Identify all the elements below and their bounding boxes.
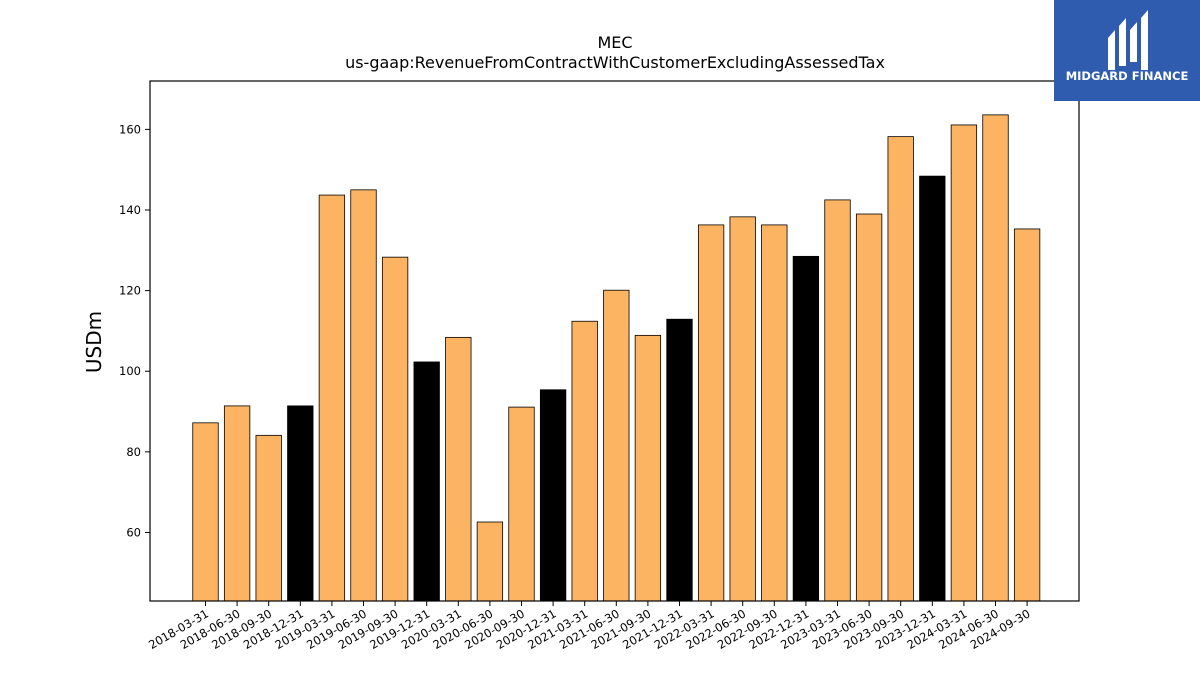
bar-2021-06-30 <box>603 289 630 602</box>
bar-2023-03-31 <box>824 199 851 602</box>
bar-2019-09-30 <box>381 256 409 602</box>
bar-2020-03-31 <box>445 336 472 602</box>
bar-2023-12-31 <box>919 175 946 602</box>
y-axis-label: USDm <box>82 311 106 373</box>
bar-2019-06-30 <box>350 189 377 602</box>
bar-2022-12-31 <box>792 255 820 602</box>
bar-2018-09-30 <box>255 434 282 602</box>
y-tick-label: 100 <box>119 364 141 378</box>
bar-2024-09-30 <box>1013 228 1041 602</box>
bar-2020-09-30 <box>508 406 535 602</box>
bar-2018-03-31 <box>192 422 219 602</box>
bar-2022-03-31 <box>697 224 725 602</box>
bar-2020-06-30 <box>476 521 504 602</box>
bar-2022-06-30 <box>729 216 756 602</box>
y-tick-label: 120 <box>119 284 141 298</box>
brand-name: MIDGARD FINANCE <box>1066 69 1189 83</box>
y-tick-label: 80 <box>126 445 141 459</box>
bars <box>192 114 1041 602</box>
bar-2024-03-31 <box>950 124 978 602</box>
bar-2018-06-30 <box>223 405 251 602</box>
bar-2022-09-30 <box>761 224 788 602</box>
y-tick-label: 160 <box>119 122 141 136</box>
logo-background <box>1054 0 1200 101</box>
bar-2018-12-31 <box>287 405 314 602</box>
bar-2019-03-31 <box>318 194 346 602</box>
x-axis-ticks: 2018-03-312018-06-302018-09-302018-12-31… <box>146 601 1033 652</box>
plot-frame <box>149 80 1080 602</box>
brand-logo: MIDGARD FINANCE <box>1054 0 1200 101</box>
bar-2024-06-30 <box>982 114 1009 602</box>
bar-2021-09-30 <box>634 334 662 602</box>
bar-2020-12-31 <box>539 389 567 602</box>
bar-2023-06-30 <box>855 213 883 602</box>
chart-title: MEC <box>597 33 632 52</box>
y-tick-label: 140 <box>119 203 141 217</box>
y-tick-label: 60 <box>126 525 141 539</box>
bar-2023-09-30 <box>887 136 914 602</box>
y-axis-ticks: 60 80 100 120 140 160 <box>119 122 150 539</box>
bar-2021-03-31 <box>571 320 598 602</box>
midgard-logo-icon <box>1108 10 1148 70</box>
bar-2019-12-31 <box>413 361 440 602</box>
chart-subtitle: us-gaap:RevenueFromContractWithCustomerE… <box>345 53 885 72</box>
bar-2021-12-31 <box>666 318 693 602</box>
